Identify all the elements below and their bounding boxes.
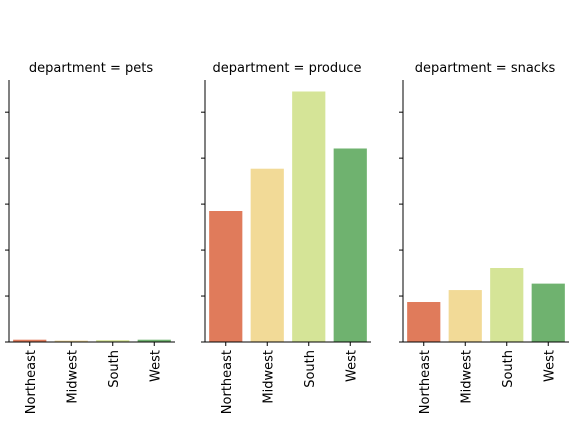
x-tick-label-produce-west: West: [344, 350, 359, 382]
panel-title-snacks: department = snacks: [415, 61, 556, 76]
x-tick-label-produce-midwest: Midwest: [261, 350, 276, 404]
panel-title-pets: department = pets: [29, 61, 153, 76]
panel-title-produce: department = produce: [213, 61, 362, 76]
bar-pets-west: [137, 339, 171, 342]
x-tick-label-snacks-northeast: Northeast: [418, 350, 433, 414]
bar-pets-south: [96, 340, 130, 342]
bar-produce-northeast: [209, 211, 243, 342]
bar-snacks-south: [490, 268, 524, 342]
x-tick-label-produce-northeast: Northeast: [220, 350, 235, 414]
bar-produce-midwest: [250, 168, 284, 342]
x-tick-label-produce-south: South: [303, 350, 318, 388]
x-tick-label-snacks-south: South: [501, 350, 516, 388]
x-tick-label-pets-northeast: Northeast: [24, 350, 39, 414]
bar-snacks-midwest: [448, 290, 482, 342]
panel-pets: department = pets Northeast Midwest South W…: [5, 61, 175, 414]
bar-pets-midwest: [54, 340, 88, 342]
x-tick-label-snacks-west: West: [542, 350, 557, 382]
bar-produce-south: [292, 91, 326, 343]
panel-produce: department = produce Northeast Midwest Sou…: [201, 61, 371, 414]
bar-snacks-west: [531, 283, 565, 342]
x-tick-label-pets-west: West: [148, 350, 163, 382]
bar-snacks-northeast: [407, 302, 441, 342]
bar-produce-west: [333, 148, 367, 342]
bar-pets-northeast: [13, 339, 47, 342]
x-tick-label-pets-south: South: [107, 350, 122, 388]
x-tick-label-pets-midwest: Midwest: [65, 350, 80, 404]
panel-snacks: department = snacks Northeast Midwest Sout…: [399, 61, 569, 414]
x-tick-label-snacks-midwest: Midwest: [459, 350, 474, 404]
